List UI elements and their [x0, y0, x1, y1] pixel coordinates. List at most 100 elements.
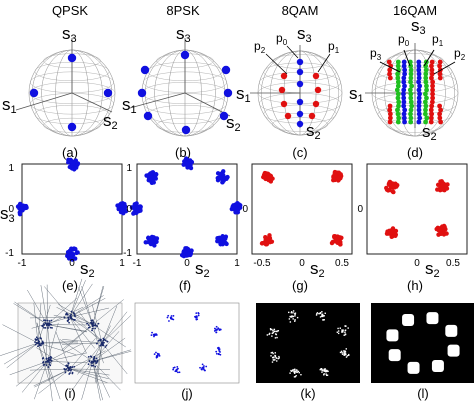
sphere-point — [401, 59, 407, 65]
scatter-sample — [186, 252, 191, 257]
voronoi-sample — [44, 319, 47, 322]
scatter-sample — [187, 163, 193, 169]
scatter-sample — [145, 173, 151, 178]
voronoi-edge — [47, 361, 53, 402]
sphere-point — [143, 111, 153, 121]
voronoi-edge — [34, 368, 71, 388]
sphere-point — [401, 115, 407, 121]
cluster-points — [150, 311, 222, 374]
sphere-points — [278, 58, 322, 128]
sphere-point — [416, 63, 422, 69]
binary-pixel — [337, 332, 340, 335]
binary-pixel — [275, 330, 277, 333]
sphere-point — [417, 115, 423, 121]
voronoi-sample — [34, 338, 37, 341]
sphere-d-p2-label: p2 — [454, 46, 466, 62]
voronoi-edge — [92, 299, 124, 325]
sphere-point — [424, 87, 429, 93]
voronoi-sample — [106, 340, 109, 343]
voronoi-sample — [102, 339, 105, 342]
voronoi-sample — [49, 326, 52, 329]
panel-label-d: (d) — [407, 145, 423, 160]
voronoi-cluster — [34, 336, 45, 348]
sphere-point — [437, 63, 442, 69]
voronoi-sample — [92, 358, 95, 361]
cluster-panel-j — [134, 302, 240, 384]
sphere-point — [402, 119, 407, 125]
scatter-g-points — [259, 169, 344, 247]
scatter-sample — [335, 240, 340, 245]
scatter-sample — [70, 257, 75, 262]
sphere-b-s3-label: s3 — [176, 24, 191, 45]
scatter-sample — [438, 231, 444, 236]
sphere-point — [401, 103, 407, 109]
voronoi-edge — [92, 361, 121, 391]
cluster-sample — [205, 365, 208, 368]
binary-pixel — [325, 369, 327, 371]
scatter-h-ytick-mid: 0 — [357, 204, 363, 215]
sphere-point — [387, 75, 393, 81]
scatter-e-ytick-top: 1 — [8, 163, 14, 174]
binary-cluster — [319, 367, 329, 377]
cluster-sample — [215, 325, 218, 328]
binary-pixel — [273, 328, 275, 331]
voronoi-edge — [3, 342, 39, 365]
binary-pixel — [295, 374, 297, 377]
cluster-sample — [195, 312, 198, 315]
cluster-sample — [175, 369, 178, 372]
cluster-sample — [172, 367, 175, 369]
binary-pixel — [323, 315, 325, 317]
binary-pixel — [273, 359, 275, 361]
cluster-sample — [217, 352, 220, 355]
sphere-point — [284, 112, 292, 120]
scatter-sample — [66, 157, 71, 163]
voronoi-sample — [87, 326, 90, 329]
sphere-point — [314, 86, 322, 94]
cluster-sample — [170, 316, 173, 319]
voronoi-sample — [46, 360, 48, 363]
scatter-h-xlabel: s2 — [425, 259, 440, 280]
voronoi-sample — [91, 364, 94, 367]
binary-pixel — [274, 359, 276, 361]
sphere-c-p2-pointer — [265, 53, 288, 75]
cluster — [194, 311, 200, 321]
sphere-point — [387, 119, 393, 125]
voronoi-sample — [103, 341, 105, 344]
scatter-sample — [69, 252, 74, 257]
scatter-point — [384, 179, 400, 195]
sphere-points — [137, 50, 233, 135]
binary-pixel — [340, 350, 343, 353]
sphere-qpsk — [15, 38, 116, 137]
sphere-point — [429, 103, 435, 109]
voronoi-sample — [49, 361, 51, 364]
binary-pixel — [274, 337, 277, 339]
binary-pixel — [290, 316, 293, 318]
binary-pixel — [324, 370, 327, 373]
cluster-sample — [177, 367, 179, 370]
cluster — [215, 346, 222, 356]
sphere-point — [387, 115, 393, 121]
sphere-16qam — [365, 43, 459, 137]
voronoi-sample — [50, 359, 53, 362]
cluster-sample — [195, 318, 198, 321]
cluster-sample — [204, 369, 206, 372]
voronoi-edge — [101, 342, 128, 375]
voronoi-panel-i — [0, 278, 132, 402]
voronoi-edge — [81, 361, 93, 400]
cluster — [213, 325, 222, 334]
voronoi-sample — [91, 329, 93, 332]
binary-pixel — [290, 311, 293, 313]
scatter-sample — [435, 182, 441, 188]
scatter-sample — [17, 210, 23, 215]
scatter-point — [434, 223, 449, 237]
voronoi-sample — [44, 326, 47, 329]
cluster-sample — [153, 335, 155, 338]
sphere-point — [296, 58, 304, 66]
sphere-point — [387, 107, 393, 113]
scatter-sample — [215, 235, 220, 241]
scatter-sample — [440, 181, 446, 186]
scatter-sample — [75, 250, 80, 255]
voronoi-sample — [41, 342, 44, 345]
voronoi-edge — [92, 361, 103, 401]
binary-pixel — [326, 374, 329, 376]
